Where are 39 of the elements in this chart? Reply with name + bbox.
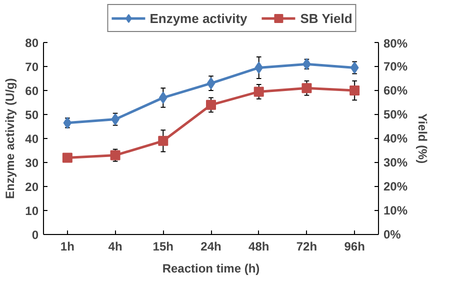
y-tick-label: 60 xyxy=(25,84,39,98)
y2-tick-label: 40% xyxy=(384,132,408,146)
x-tick-label: 48h xyxy=(248,240,270,254)
y-axis-title: Enzyme activity (U/g) xyxy=(3,78,18,199)
y2-tick-label: 80% xyxy=(384,36,408,50)
point xyxy=(254,62,264,74)
y2-axis-title: Yield (%) xyxy=(416,113,430,164)
y2-tick-label: 10% xyxy=(384,204,408,218)
y2-tick-label: 50% xyxy=(384,108,408,122)
y2-tick-label: 0% xyxy=(384,228,402,242)
legend-label: Enzyme activity xyxy=(150,10,248,26)
point xyxy=(110,150,120,160)
y-tick-label: 20 xyxy=(25,180,39,194)
y-tick-label: 10 xyxy=(25,204,39,218)
x-tick-label: 24h xyxy=(200,240,222,254)
point xyxy=(62,152,72,163)
point xyxy=(206,100,216,110)
point xyxy=(302,83,312,94)
y2-tick-label: 30% xyxy=(384,156,408,170)
y-tick-label: 80 xyxy=(25,36,39,50)
x-tick-label: 96h xyxy=(344,240,365,254)
point xyxy=(158,136,168,146)
y2-tick-label: 20% xyxy=(384,180,408,194)
point xyxy=(254,86,264,97)
x-axis-title: Reaction time (h) xyxy=(162,262,260,276)
x-tick-label: 1h xyxy=(60,240,74,254)
point xyxy=(350,86,360,96)
y-tick-label: 0 xyxy=(32,228,39,242)
y2-tick-label: 60% xyxy=(384,84,408,98)
y-tick-label: 50 xyxy=(25,108,39,122)
x-tick-label: 15h xyxy=(152,240,174,254)
point xyxy=(158,92,168,104)
legend-label: SB Yield xyxy=(300,10,352,26)
x-tick-label: 72h xyxy=(296,240,318,254)
y-tick-label: 70 xyxy=(25,60,39,74)
y-tick-label: 40 xyxy=(25,132,39,146)
x-tick-label: 4h xyxy=(108,240,122,254)
y2-tick-label: 70% xyxy=(384,60,408,74)
y-tick-label: 30 xyxy=(25,156,39,170)
